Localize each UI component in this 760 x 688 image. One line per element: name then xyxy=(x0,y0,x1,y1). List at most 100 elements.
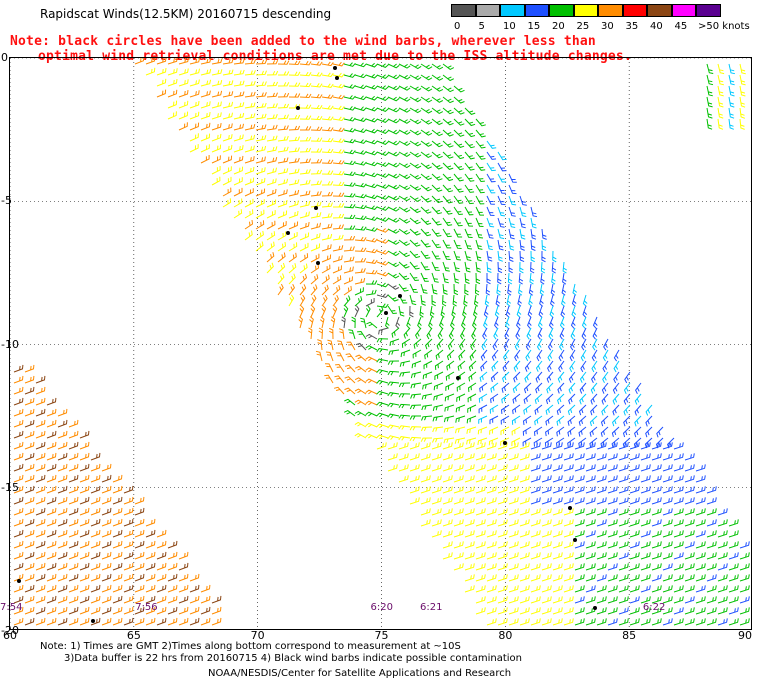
wind-barb xyxy=(540,261,546,274)
wind-barb xyxy=(475,453,486,461)
wind-barb xyxy=(589,415,598,427)
wind-barb xyxy=(475,574,486,582)
wind-barb xyxy=(556,404,565,416)
wind-barb xyxy=(640,464,651,472)
wind-barb xyxy=(134,496,145,505)
wind-barb xyxy=(656,426,664,438)
wind-barb xyxy=(592,327,598,340)
wind-barb xyxy=(310,61,323,66)
wind-barb xyxy=(662,497,673,505)
wind-barb xyxy=(486,552,497,560)
wind-barb xyxy=(426,327,433,340)
wind-barb xyxy=(634,415,642,427)
wind-barb xyxy=(629,464,640,472)
wind-barb xyxy=(310,104,323,110)
wind-barb xyxy=(464,563,475,571)
wind-barb xyxy=(433,393,444,401)
wind-barb xyxy=(612,382,620,394)
wind-barb xyxy=(706,574,717,582)
wind-barb xyxy=(288,82,301,87)
wind-barb xyxy=(90,485,101,494)
wind-barb xyxy=(475,118,486,127)
wind-barb xyxy=(35,408,46,417)
wind-barb xyxy=(490,382,499,393)
wind-barb xyxy=(398,74,411,80)
wind-barb xyxy=(497,519,508,527)
wind-barb xyxy=(508,563,519,571)
wind-barb xyxy=(523,382,532,394)
wind-barb xyxy=(112,496,123,505)
wind-barb xyxy=(354,257,367,263)
wind-barb xyxy=(189,573,200,582)
colorbar-label: 0 xyxy=(454,21,461,32)
wind-barb xyxy=(299,263,308,274)
colorbar-swatch xyxy=(475,4,500,17)
wind-barb xyxy=(519,596,530,604)
wind-barb xyxy=(244,80,256,87)
wind-barb xyxy=(13,375,24,384)
wind-barb xyxy=(420,283,428,294)
wind-barb xyxy=(739,552,750,560)
wind-barb xyxy=(662,464,673,472)
wind-barb xyxy=(468,360,477,372)
wind-barb xyxy=(387,272,400,279)
wind-barb xyxy=(645,404,653,416)
wind-barb xyxy=(434,371,444,380)
wind-barb xyxy=(376,412,389,418)
wind-barb xyxy=(431,294,436,307)
wind-barb xyxy=(376,282,389,288)
wind-barb xyxy=(596,453,607,461)
wind-barb xyxy=(486,273,491,285)
wind-barb xyxy=(409,129,422,136)
wind-barb xyxy=(530,228,537,240)
wind-barb xyxy=(403,327,411,339)
wind-barb xyxy=(385,316,390,329)
colorbar-label: 15 xyxy=(527,21,541,32)
wind-barb xyxy=(421,415,433,421)
wind-barb xyxy=(684,453,695,461)
wind-barb xyxy=(409,140,422,147)
wind-barb xyxy=(123,529,134,538)
wind-barb xyxy=(255,209,265,219)
wind-barb xyxy=(603,338,609,351)
wind-barb xyxy=(101,485,112,494)
wind-barb xyxy=(365,356,378,362)
wind-barb xyxy=(332,149,345,154)
wind-barb xyxy=(101,562,112,571)
wind-barb xyxy=(46,397,57,406)
wind-barb xyxy=(409,184,422,191)
wind-barb xyxy=(494,305,500,318)
wind-barb xyxy=(244,219,254,230)
wind-barb xyxy=(508,552,519,560)
wind-barb xyxy=(299,294,306,307)
wind-barb xyxy=(35,441,46,450)
wind-barb xyxy=(596,508,607,516)
wind-barb xyxy=(497,217,505,228)
wind-barb xyxy=(673,552,684,560)
wind-barb xyxy=(123,606,134,615)
wind-barb xyxy=(365,62,378,68)
wind-barb xyxy=(486,530,497,538)
wind-barb xyxy=(431,519,442,527)
wind-barb xyxy=(629,497,640,505)
wind-barb xyxy=(244,230,253,241)
wind-barb xyxy=(519,541,530,549)
wind-barb xyxy=(474,283,480,296)
wind-barb xyxy=(365,95,378,101)
wind-barb xyxy=(57,485,68,494)
wind-barb xyxy=(423,360,433,370)
wind-barb xyxy=(541,607,552,615)
wind-barb xyxy=(527,316,532,329)
wind-barb xyxy=(321,284,329,296)
wind-barb xyxy=(420,129,433,136)
wind-barb-map[interactable] xyxy=(9,57,752,630)
wind-barb xyxy=(409,118,422,125)
wind-barb xyxy=(546,382,554,394)
contamination-marker xyxy=(333,66,337,70)
wind-barb xyxy=(398,184,411,191)
wind-barb xyxy=(376,293,389,298)
wind-barb xyxy=(288,114,301,120)
wind-barb xyxy=(431,508,442,516)
contamination-note-line2: optimal wind retrieval conditions are me… xyxy=(38,49,632,64)
wind-barb xyxy=(453,475,464,483)
